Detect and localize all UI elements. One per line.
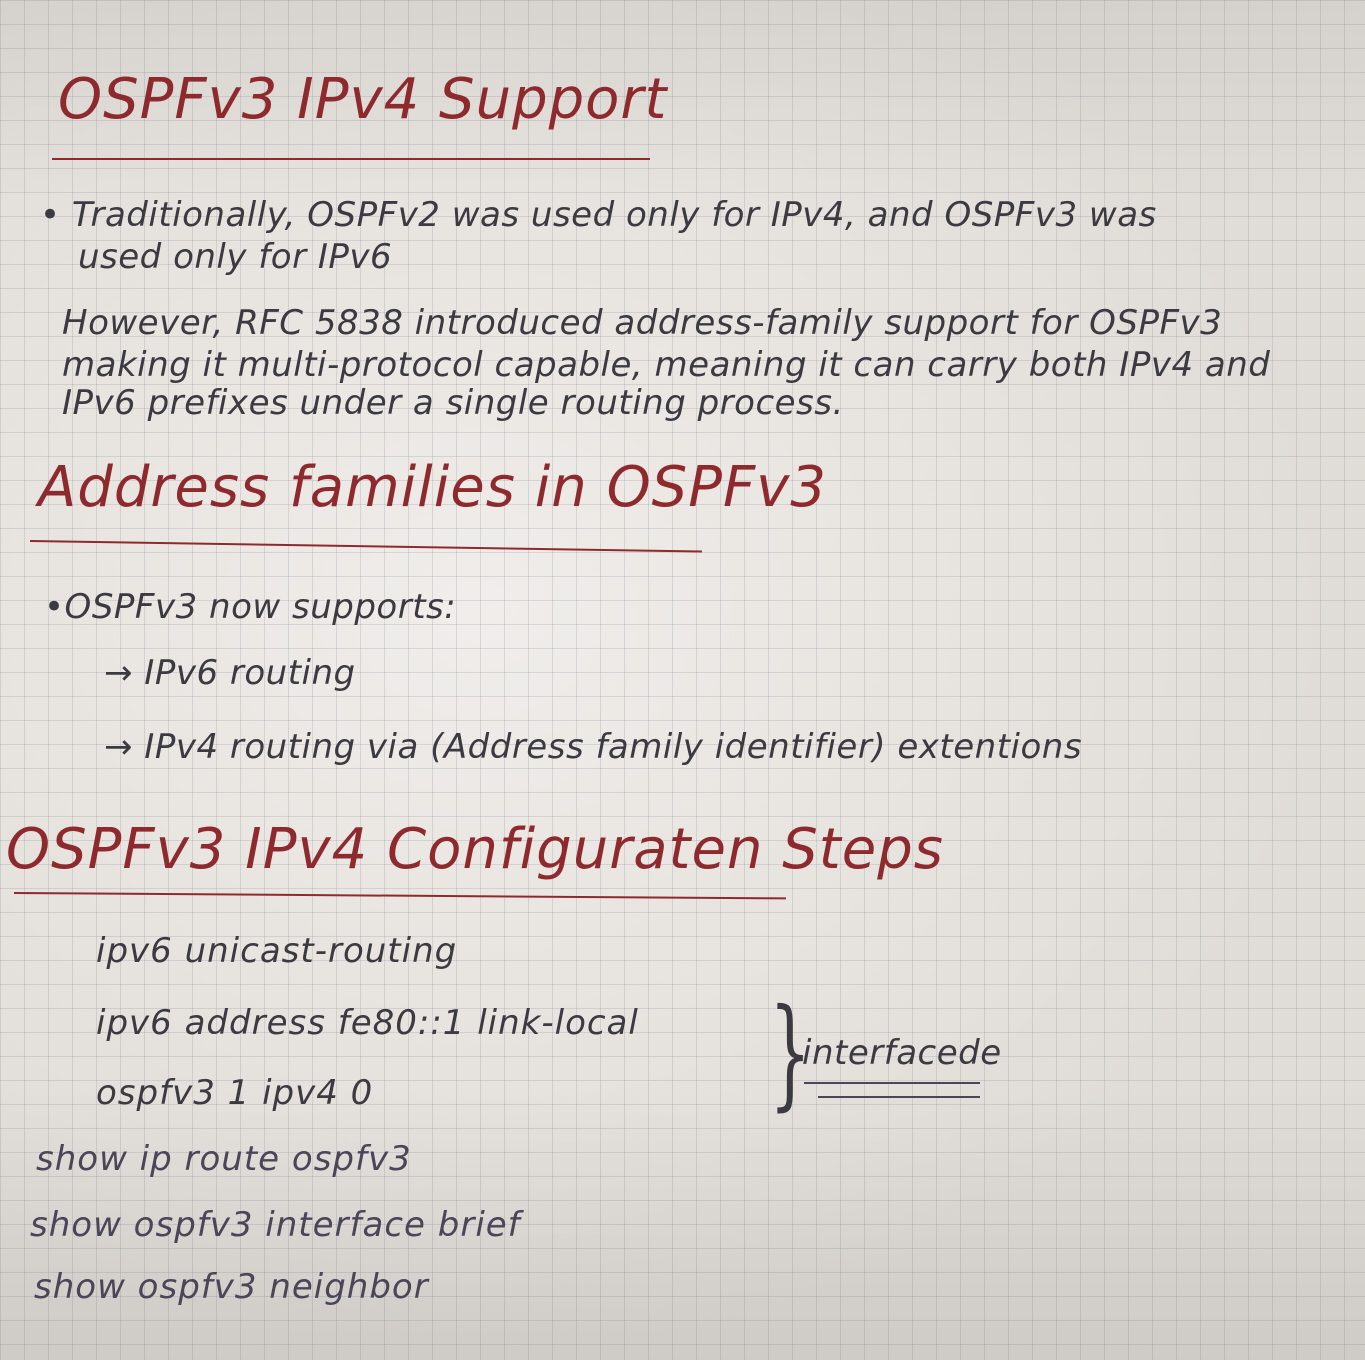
heading-underline (52, 158, 650, 160)
heading-underline (13, 892, 786, 900)
command-show-ospfv3-interface-brief: show ospfv3 interface brief (30, 1205, 521, 1245)
brace-label-interface: interfacede (802, 1033, 1002, 1073)
command-ospfv3-ipv4-area: ospfv3 1 ipv4 0 (96, 1073, 374, 1113)
label-underline (804, 1082, 980, 1084)
bullet-traditionally-line1: • Traditionally, OSPFv2 was used only fo… (40, 195, 1157, 235)
curly-brace-icon: } (769, 984, 812, 1123)
list-item-ipv6-routing: → IPv6 routing (104, 653, 356, 693)
bullet-traditionally-line2: used only for IPv6 (78, 237, 393, 277)
command-show-ospfv3-neighbor: show ospfv3 neighbor (34, 1267, 429, 1307)
bullet-ospfv3-now-supports: •OSPFv3 now supports: (44, 587, 457, 627)
heading-configuration-steps: OSPFv3 IPv4 Configuraten Steps (6, 817, 944, 882)
paragraph-however-line2: making it multi-protocol capable, meanin… (62, 345, 1271, 385)
heading-address-families: Address families in OSPFv3 (38, 455, 827, 520)
command-ipv6-address-link-local: ipv6 address fe80::1 link-local (96, 1003, 639, 1043)
command-show-ip-route-ospfv3: show ip route ospfv3 (36, 1139, 412, 1179)
label-underline (818, 1096, 980, 1098)
heading-ospfv3-ipv4-support: OSPFv3 IPv4 Support (58, 67, 668, 132)
paragraph-however-line1: However, RFC 5838 introduced address-fam… (62, 303, 1223, 343)
heading-underline (29, 540, 702, 553)
list-item-ipv4-routing: → IPv4 routing via (Address family ident… (104, 727, 1083, 767)
command-ipv6-unicast-routing: ipv6 unicast-routing (96, 931, 458, 971)
paragraph-however-line3: IPv6 prefixes under a single routing pro… (62, 383, 844, 423)
